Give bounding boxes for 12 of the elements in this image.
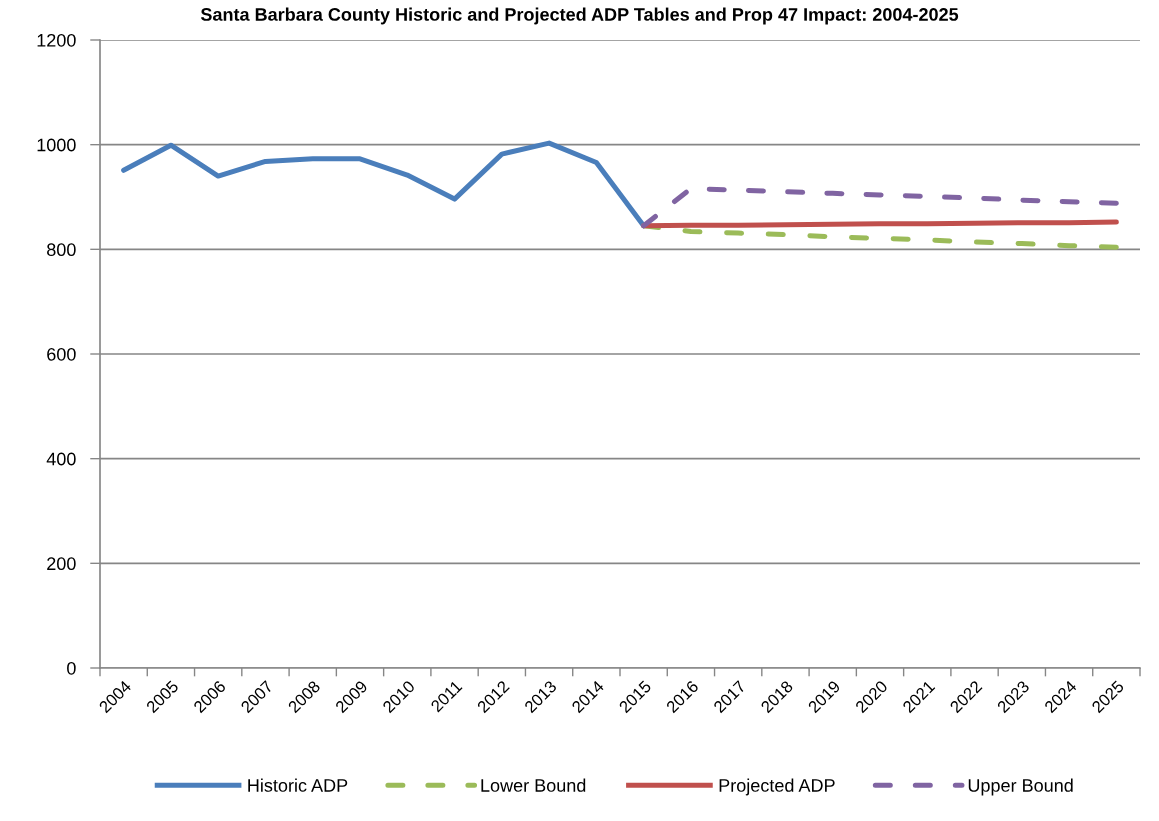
chart-title: Santa Barbara County Historic and Projected ADP Tables and Prop 47 Impact: 2004-2025 xyxy=(200,7,959,25)
legend-label: Projected ADP xyxy=(719,778,835,796)
y-tick-label: 1200 xyxy=(37,33,76,47)
y-tick-label: 0 xyxy=(67,661,76,675)
y-tick-label: 200 xyxy=(47,557,76,571)
y-tick-label: 1000 xyxy=(37,138,76,152)
legend-label: Lower Bound xyxy=(481,778,586,792)
legend-label: Historic ADP xyxy=(248,778,348,792)
legend-label: Upper Bound xyxy=(968,778,1073,796)
y-tick-label: 800 xyxy=(47,243,76,257)
y-tick-label: 600 xyxy=(47,347,76,361)
y-tick-label: 400 xyxy=(46,452,76,466)
